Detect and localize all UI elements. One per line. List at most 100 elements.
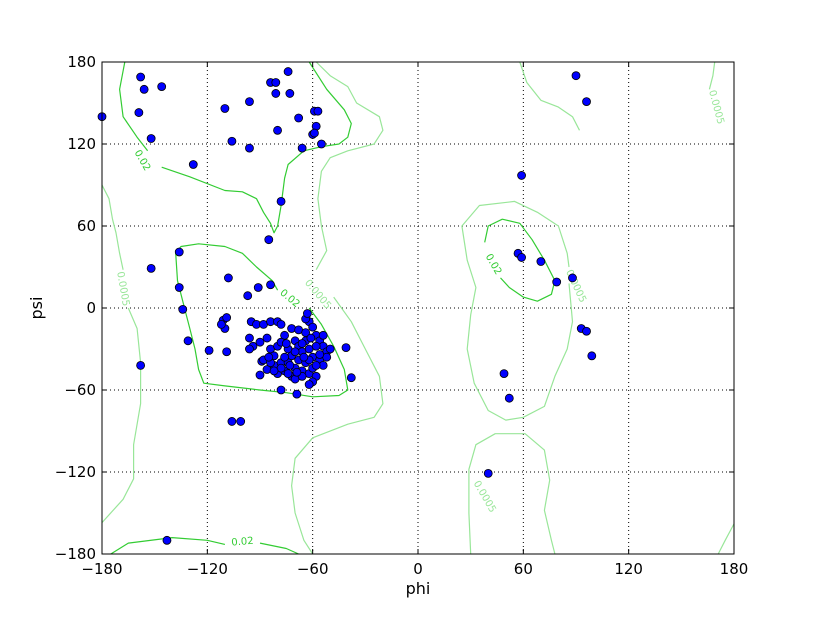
data-point: [236, 417, 246, 426]
data-point: [297, 143, 307, 153]
x-tick-label: −60: [297, 560, 329, 578]
contour-line-0_0005: [291, 296, 384, 555]
contour-line-0_02: [110, 536, 226, 555]
data-point: [306, 333, 316, 343]
x-tick-label: 180: [720, 560, 749, 578]
data-point: [188, 160, 198, 169]
data-point: [227, 417, 237, 426]
x-tick-label: −180: [81, 560, 122, 578]
data-point: [266, 280, 275, 290]
data-point: [315, 350, 325, 359]
y-tick-label: −60: [64, 381, 96, 399]
data-point: [292, 389, 302, 399]
contour-line-0_0005: [708, 61, 716, 90]
contour-line-0_0005: [315, 61, 384, 270]
data-point: [245, 143, 254, 153]
data-point: [204, 345, 214, 355]
data-point: [253, 283, 263, 292]
data-point: [536, 257, 546, 266]
contour-line-0_0005: [461, 200, 574, 421]
x-tick-label: 0: [413, 560, 423, 578]
data-point: [568, 273, 577, 283]
data-point: [582, 326, 591, 336]
data-point: [136, 360, 146, 370]
data-point: [308, 322, 318, 332]
data-point: [587, 351, 597, 361]
contour-line-0_0005: [519, 61, 581, 131]
data-point: [318, 330, 328, 340]
data-point: [273, 125, 282, 135]
data-point: [136, 72, 146, 82]
data-point: [310, 128, 319, 138]
data-point: [297, 339, 307, 348]
y-tick-label: 0: [86, 299, 96, 317]
data-point: [499, 369, 509, 379]
data-point: [299, 352, 309, 362]
contour-line-0_0005: [468, 433, 556, 555]
data-point: [276, 385, 286, 395]
data-point: [294, 113, 304, 123]
contour-line-0_02: [118, 61, 149, 152]
data-point: [255, 337, 265, 347]
y-axis-label: psi: [27, 297, 46, 320]
data-point: [311, 360, 321, 370]
data-point: [283, 67, 293, 76]
data-point: [582, 97, 591, 107]
x-tick-label: −120: [187, 560, 228, 578]
data-point: [174, 247, 184, 257]
data-point: [264, 352, 274, 362]
data-point: [139, 84, 149, 94]
contour-line-0_0005: [101, 184, 124, 270]
data-point: [183, 336, 193, 346]
contour-line-0_0005: [717, 523, 735, 555]
data-point: [287, 324, 297, 333]
data-point: [220, 104, 230, 113]
data-point: [223, 273, 233, 283]
data-point: [302, 309, 312, 318]
data-point: [281, 339, 291, 348]
contours: [101, 61, 735, 555]
ticks: −180 −120 −60 0 60 120 180 −180 −120 −60 0 60 120 180: [55, 53, 749, 578]
data-point: [285, 360, 295, 370]
data-point: [276, 196, 286, 206]
data-point: [311, 341, 321, 351]
contour-line-0_02: [161, 61, 352, 234]
data-point: [269, 366, 279, 376]
data-point: [134, 108, 144, 117]
data-point: [245, 344, 254, 354]
contour-label: 0.02: [231, 536, 254, 549]
data-point: [216, 319, 226, 329]
data-point: [262, 333, 272, 343]
data-point: [317, 139, 326, 149]
contour-line-0_02: [259, 542, 299, 555]
data-point: [146, 134, 156, 143]
x-tick-label: 120: [614, 560, 643, 578]
data-point: [483, 468, 493, 478]
data-point: [222, 347, 232, 357]
grid: [102, 62, 734, 554]
data-point: [255, 370, 265, 380]
y-tick-label: 120: [67, 135, 96, 153]
data-point: [552, 277, 562, 287]
data-point: [346, 373, 356, 383]
data-point: [304, 380, 314, 389]
data-point: [290, 347, 300, 357]
y-tick-label: 180: [67, 53, 96, 71]
data-point: [178, 304, 188, 314]
data-point: [162, 535, 172, 545]
y-tick-label: −120: [55, 463, 96, 481]
data-point: [325, 344, 335, 354]
data-point: [571, 71, 581, 81]
data-point: [271, 78, 281, 87]
data-point: [157, 82, 167, 91]
data-point: [283, 369, 293, 379]
x-axis-label: phi: [406, 579, 431, 598]
data-point: [517, 253, 526, 262]
data-point: [227, 136, 237, 146]
y-tick-label: −180: [55, 545, 96, 563]
data-point: [276, 319, 286, 329]
data-point: [504, 393, 514, 403]
data-point: [313, 106, 323, 116]
